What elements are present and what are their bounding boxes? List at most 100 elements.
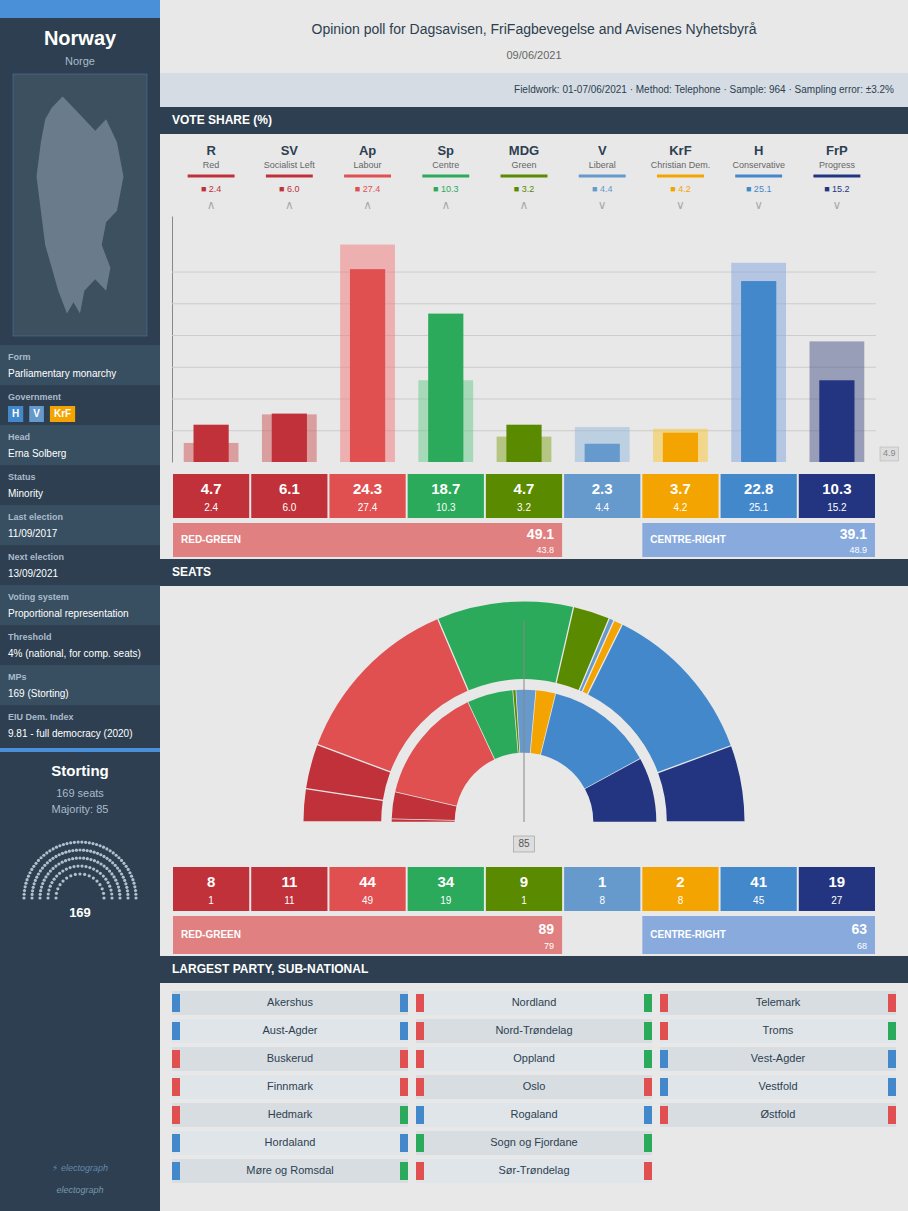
region-name: Vest-Agder xyxy=(751,1052,806,1064)
coalition-total: 63 xyxy=(851,921,867,937)
data-label: 24.3 xyxy=(353,480,382,497)
seat-dot xyxy=(125,886,128,889)
coalition-bar xyxy=(173,523,562,557)
previous-label: ■ 4.4 xyxy=(592,184,612,194)
seat-dot xyxy=(128,871,131,874)
seat-dot xyxy=(45,851,48,854)
party-color-line xyxy=(735,175,782,178)
parliament-title: Storting xyxy=(51,762,109,779)
region-left-color xyxy=(172,1134,180,1152)
party-color-line xyxy=(813,175,860,178)
trend-arrow: ∧ xyxy=(207,198,216,212)
previous-label: ■ 27.4 xyxy=(355,184,380,194)
majority-box xyxy=(513,836,534,852)
party-code: R xyxy=(206,143,216,158)
government-party-box xyxy=(8,406,23,422)
region-left-color xyxy=(172,1162,180,1180)
data-label: 41 xyxy=(750,873,767,890)
seat-dot xyxy=(57,862,60,865)
seat-dot xyxy=(88,866,91,869)
trend-arrow: ∨ xyxy=(832,198,841,212)
region-name: Hedmark xyxy=(268,1108,313,1120)
region-name: Aust-Agder xyxy=(262,1024,317,1036)
region-name: Møre og Romsdal xyxy=(246,1164,333,1176)
data-label-previous: 19 xyxy=(440,895,452,906)
party-color-line xyxy=(579,175,626,178)
section-title: LARGEST PARTY, SUB-NATIONAL xyxy=(172,962,368,976)
seat-dot xyxy=(43,879,46,882)
region-name: Troms xyxy=(763,1024,794,1036)
info-row xyxy=(0,585,160,625)
info-label: Government xyxy=(8,392,61,402)
seat-dot xyxy=(110,872,113,875)
data-label-previous: 4.2 xyxy=(673,502,687,513)
info-value: Parliamentary monarchy xyxy=(8,368,116,379)
data-label-previous: 2.4 xyxy=(204,502,218,513)
seat-dot xyxy=(35,876,38,879)
seat-dot xyxy=(105,857,108,860)
seat-dot xyxy=(108,885,111,888)
info-value: Proportional representation xyxy=(8,608,129,619)
info-value: 169 (Storting) xyxy=(8,688,69,699)
data-label-previous: 27 xyxy=(831,895,843,906)
majority-label: Majority: 85 xyxy=(52,803,109,815)
party-color-line xyxy=(657,175,704,178)
seat-dot xyxy=(131,878,134,881)
seat-dot xyxy=(65,842,68,845)
section-header xyxy=(160,107,908,134)
seat-dot xyxy=(28,871,31,874)
seat-dot xyxy=(41,866,44,869)
region-right-color xyxy=(888,994,896,1012)
region-row xyxy=(416,1075,652,1099)
previous-label: ■ 4.2 xyxy=(670,184,690,194)
seat-dot xyxy=(118,869,121,872)
seat-dot xyxy=(82,849,85,852)
info-label: MPs xyxy=(8,672,27,682)
previous-label: ■ 10.3 xyxy=(433,184,458,194)
government-party: KrF xyxy=(50,406,75,422)
data-label: 4.7 xyxy=(514,480,535,497)
coalition-previous: 79 xyxy=(544,941,554,951)
seat-dot xyxy=(92,867,95,870)
region-name: Finnmark xyxy=(267,1080,313,1092)
region-left-color xyxy=(172,1078,180,1096)
data-label-previous: 15.2 xyxy=(827,502,847,513)
government-party: H xyxy=(8,406,23,422)
region-right-color xyxy=(888,1050,896,1068)
data-label: 2.3 xyxy=(592,480,613,497)
bar xyxy=(340,245,395,462)
seat-dot xyxy=(103,864,106,867)
seat-dot xyxy=(74,873,77,876)
seat-dot xyxy=(127,868,130,871)
seat-dot xyxy=(109,888,112,891)
party-name: Labour xyxy=(354,160,382,170)
bar xyxy=(810,341,865,462)
region-right-color xyxy=(400,1134,408,1152)
region-right-color xyxy=(644,1106,652,1124)
seat-dot xyxy=(69,841,72,844)
info-row xyxy=(0,505,160,545)
seat-dot xyxy=(32,865,35,868)
previous-label: ■ 15.2 xyxy=(824,184,849,194)
trend-arrow: ∨ xyxy=(754,198,763,212)
seat-dot xyxy=(80,864,83,867)
region-name: Rogaland xyxy=(510,1108,557,1120)
region-left-color xyxy=(172,1106,180,1124)
info-value: 4% (national, for comp. seats) xyxy=(8,648,141,659)
region-right-color xyxy=(888,1022,896,1040)
majority-group: 85 xyxy=(513,836,534,852)
seat-dot xyxy=(48,859,51,862)
region-left-color xyxy=(660,994,668,1012)
info-value: 13/09/2021 xyxy=(8,568,58,579)
seat-dot xyxy=(55,846,58,849)
seat-dot xyxy=(84,841,87,844)
seat-dot xyxy=(42,854,45,857)
party-name: Conservative xyxy=(732,160,785,170)
bar xyxy=(653,429,708,462)
seat-dot xyxy=(77,840,80,843)
hemicycle xyxy=(304,602,745,822)
seat-dot xyxy=(23,889,26,892)
seat-dot xyxy=(114,879,117,882)
seat-dot xyxy=(58,853,61,856)
seat-dot xyxy=(51,867,54,870)
